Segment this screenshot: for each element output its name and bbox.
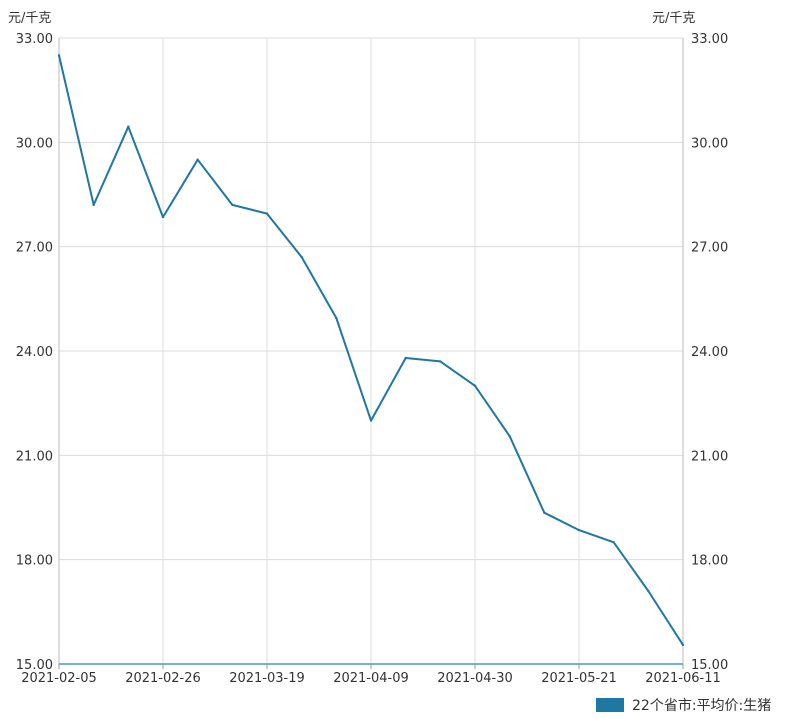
y-axis-left-unit: 元/千克	[8, 11, 51, 26]
data-point	[543, 511, 546, 514]
legend-swatch	[596, 698, 624, 712]
data-point	[681, 643, 685, 647]
data-point	[473, 384, 477, 387]
y-tick-label-right: 15.00	[691, 658, 728, 673]
data-point	[508, 435, 511, 438]
y-tick-label-left: 33.00	[16, 32, 53, 47]
data-point	[127, 125, 130, 128]
data-point	[300, 255, 303, 259]
y-tick-label-left: 24.00	[16, 345, 53, 360]
legend-label: 22个省市:平均价:生猪	[632, 697, 771, 714]
y-tick-label-right: 24.00	[691, 345, 728, 360]
x-tick-label: 2021-05-21	[541, 671, 617, 686]
y-tick-label-right: 27.00	[691, 241, 728, 256]
y-tick-label-left: 30.00	[16, 136, 53, 151]
legend[interactable]: 22个省市:平均价:生猪	[596, 697, 771, 714]
data-point	[612, 541, 615, 544]
y-tick-label-right: 33.00	[691, 32, 728, 47]
y-tick-label-right: 30.00	[691, 136, 728, 151]
x-tick-label: 2021-04-30	[437, 671, 513, 686]
series-group	[57, 54, 685, 647]
y-axis-left-ticks: 15.00 18.00 21.00 24.00 27.00 30.00 33.00	[16, 32, 53, 673]
data-point	[92, 203, 95, 207]
y-tick-label-right: 18.00	[691, 554, 728, 569]
x-tick-label: 2021-03-19	[229, 671, 305, 686]
data-point	[369, 419, 373, 422]
data-point	[196, 158, 199, 161]
x-tick-label: 2021-04-09	[333, 671, 409, 686]
data-point	[161, 215, 165, 219]
data-point	[577, 528, 581, 532]
axes	[58, 38, 684, 669]
x-tick-label: 2021-02-26	[125, 671, 201, 686]
y-axis-right-unit: 元/千克	[652, 11, 695, 26]
y-tick-label-left: 18.00	[16, 554, 53, 569]
y-tick-label-left: 21.00	[16, 449, 53, 464]
data-point	[647, 589, 650, 593]
y-axis-right-ticks: 15.00 18.00 21.00 24.00 27.00 30.00 33.00	[691, 32, 728, 673]
y-tick-label-right: 21.00	[691, 449, 728, 464]
x-tick-label: 2021-06-11	[645, 671, 721, 686]
y-tick-label-left: 27.00	[16, 241, 53, 256]
data-point	[57, 54, 61, 57]
data-point	[439, 360, 442, 363]
data-point	[231, 203, 234, 207]
x-axis-ticks: 2021-02-05 2021-02-26 2021-03-19 2021-04-09…	[21, 671, 721, 686]
grid-lines	[58, 37, 684, 665]
y-tick-label-left: 15.00	[16, 658, 53, 673]
data-point	[335, 316, 338, 320]
x-tick-label: 2021-02-05	[21, 671, 97, 686]
data-point	[404, 356, 407, 360]
data-point	[265, 212, 269, 215]
